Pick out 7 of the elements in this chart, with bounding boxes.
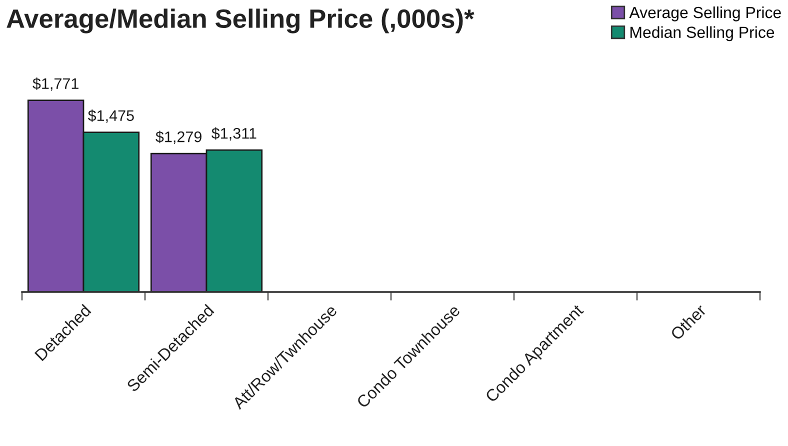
data-label: $1,311 bbox=[212, 127, 256, 141]
legend-label: Median Selling Price bbox=[630, 26, 774, 42]
chart-title: Average/Median Selling Price (,000s)* bbox=[6, 8, 474, 34]
legend-label: Average Selling Price bbox=[629, 6, 781, 22]
data-label: $1,771 bbox=[32, 78, 78, 91]
data-label: $1,279 bbox=[156, 130, 202, 144]
data-label: $1,475 bbox=[88, 110, 134, 123]
